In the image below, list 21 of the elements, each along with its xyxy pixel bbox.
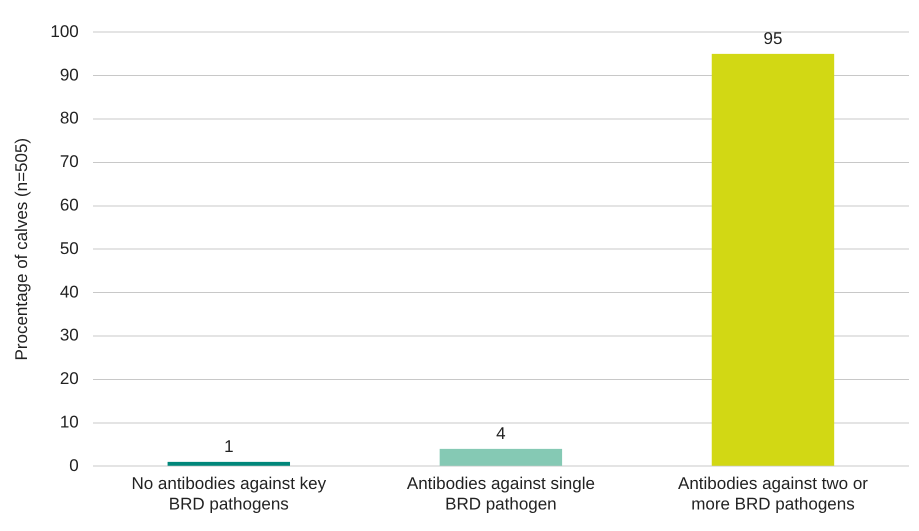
data-label: 4 — [496, 424, 506, 444]
x-tick-label: Antibodies against two or more BRD pathogens — [678, 474, 868, 514]
data-label: 1 — [224, 437, 234, 456]
y-tick-label: 40 — [60, 282, 79, 302]
y-tick-label: 100 — [50, 22, 79, 41]
y-tick-label: 50 — [60, 238, 79, 258]
x-tick-label: No antibodies against key BRD pathogens — [131, 474, 327, 514]
y-tick-label: 0 — [69, 456, 79, 475]
y-axis-title: Procentage of calves (n=505) — [12, 138, 31, 360]
y-tick-label: 90 — [60, 65, 79, 84]
x-tick-label: Antibodies against single BRD pathogen — [406, 474, 595, 514]
y-tick-label: 20 — [60, 369, 79, 388]
bar — [168, 462, 290, 466]
bar — [440, 448, 562, 466]
y-tick-label: 10 — [60, 412, 79, 432]
bar — [712, 54, 834, 466]
y-tick-label: 80 — [60, 108, 79, 128]
y-tick-label: 70 — [60, 152, 79, 172]
y-tick-label: 60 — [60, 195, 79, 214]
data-label: 95 — [764, 29, 782, 48]
y-tick-label: 30 — [60, 326, 79, 345]
